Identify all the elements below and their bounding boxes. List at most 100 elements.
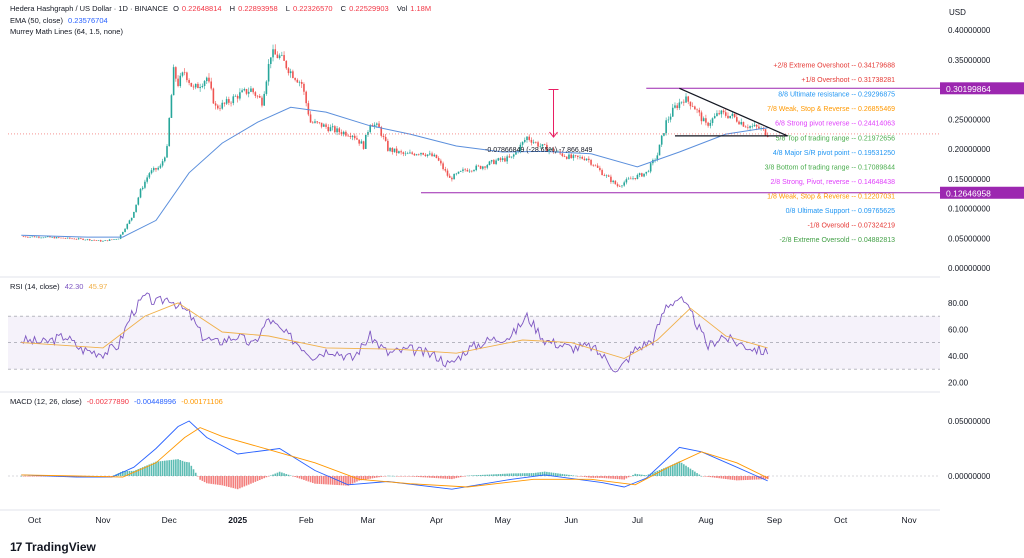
time-axis-tick-label: Apr	[430, 515, 443, 525]
candle-body	[671, 107, 674, 117]
macd-histogram-bar	[647, 474, 650, 476]
candle-body	[159, 165, 162, 168]
ema-legend[interactable]: EMA (50, close) 0.23576704	[10, 16, 111, 25]
macd-histogram-bar	[309, 476, 312, 483]
candle-body	[55, 237, 58, 239]
candle-body	[535, 142, 537, 143]
candle-body	[199, 86, 201, 89]
time-axis-tick-label: Jul	[632, 515, 643, 525]
macd-histogram-bar	[371, 476, 374, 479]
candle-body	[232, 96, 235, 104]
candle-body	[183, 72, 186, 74]
murrey-legend[interactable]: Murrey Math Lines (64, 1.5, none)	[10, 27, 126, 36]
candle-body	[325, 124, 327, 127]
tradingview-logo[interactable]: 17 TradingView	[10, 540, 96, 554]
macd-histogram-bar	[345, 476, 347, 486]
price-axis-tick-label: 0.15000000	[948, 175, 991, 184]
candle-body	[565, 156, 568, 159]
candle-body	[736, 117, 738, 122]
rsi-legend[interactable]: RSI (14, close) 42.30 45.97	[10, 282, 110, 291]
candle-body	[126, 223, 129, 229]
macd-histogram-bar	[228, 476, 230, 487]
macd-histogram-bar	[548, 472, 550, 476]
macd-histogram-bar	[362, 476, 365, 480]
macd-histogram-bar	[323, 476, 325, 485]
macd-histogram-bar	[311, 476, 314, 483]
macd-histogram-bar	[526, 473, 528, 476]
candle-body	[709, 122, 712, 126]
macd-histogram-bar	[543, 471, 546, 476]
macd-histogram-bar	[574, 475, 577, 477]
candle-body	[523, 140, 526, 142]
candle-body	[285, 60, 288, 69]
macd-histogram-bar	[596, 476, 599, 478]
macd-histogram-bar	[261, 476, 263, 480]
macd-legend[interactable]: MACD (12, 26, close) -0.00277890 -0.0044…	[10, 397, 226, 406]
candle-body	[424, 154, 427, 156]
macd-histogram-bar	[33, 476, 36, 477]
candle-body	[649, 163, 652, 172]
candle-body	[437, 158, 440, 161]
candle-body	[696, 109, 698, 111]
symbol-title: Hedera Hashgraph / US Dollar · 1D · BINA…	[10, 4, 168, 13]
murrey-line-label: 5/8 Top of trading range -- 0.21972656	[776, 135, 895, 142]
candle-body	[506, 156, 508, 162]
candle-body	[241, 90, 243, 93]
macd-histogram-bar	[473, 475, 475, 476]
macd-histogram-bar	[665, 467, 667, 476]
ema-line	[21, 106, 768, 238]
macd-histogram-bar	[537, 472, 539, 476]
macd-histogram-bar	[177, 459, 179, 476]
macd-histogram-bar	[663, 468, 665, 476]
candle-body	[289, 71, 292, 74]
candle-body	[44, 236, 47, 238]
macd-histogram-bar	[334, 476, 336, 485]
candle-body	[656, 155, 659, 160]
candle-body	[477, 165, 480, 167]
macd-histogram-bar	[696, 473, 698, 476]
candle-body	[75, 239, 78, 240]
candle-body	[318, 122, 321, 123]
macd-histogram-bar	[307, 476, 310, 482]
macd-histogram-bar	[579, 476, 581, 477]
macd-histogram-bar	[607, 476, 610, 479]
macd-histogram-bar	[636, 474, 639, 476]
time-axis-tick-label: Oct	[834, 515, 848, 525]
macd-histogram-bar	[755, 476, 758, 480]
candle-body	[369, 125, 371, 133]
rsi-title: RSI (14, close)	[10, 282, 60, 291]
candle-body	[563, 156, 566, 157]
candle-body	[342, 131, 345, 135]
time-axis-tick-label: 2025	[228, 515, 247, 525]
macd-histogram	[20, 459, 769, 490]
candle-body	[627, 178, 630, 180]
macd-histogram-bar	[627, 476, 630, 478]
murrey-line-label: -2/8 Extreme Oversold -- 0.04882813	[779, 237, 895, 244]
macd-histogram-bar	[27, 476, 29, 477]
macd-histogram-bar	[314, 476, 316, 484]
candle-body	[170, 95, 173, 118]
macd-histogram-bar	[499, 473, 502, 476]
macd-histogram-bar	[389, 475, 391, 477]
macd-histogram-bar	[139, 468, 142, 476]
candle-body	[351, 135, 354, 138]
candle-body	[727, 115, 729, 119]
macd-histogram-bar	[391, 475, 394, 477]
candle-body	[429, 153, 431, 155]
macd-histogram-bar	[270, 475, 272, 476]
candle-body	[77, 238, 80, 240]
macd-histogram-bar	[645, 475, 648, 476]
candle-body	[316, 121, 318, 123]
candle-body	[705, 118, 707, 123]
candle-body	[294, 78, 296, 80]
candle-body	[139, 189, 142, 198]
macd-histogram-bar	[232, 476, 235, 489]
candle-body	[632, 178, 634, 179]
rsi-axis-tick-label: 40.00	[948, 352, 969, 361]
candle-body	[22, 236, 25, 238]
macd-histogram-bar	[119, 472, 122, 476]
currency-label: USD	[949, 8, 966, 17]
candle-body	[581, 156, 584, 159]
candle-body	[360, 141, 363, 144]
